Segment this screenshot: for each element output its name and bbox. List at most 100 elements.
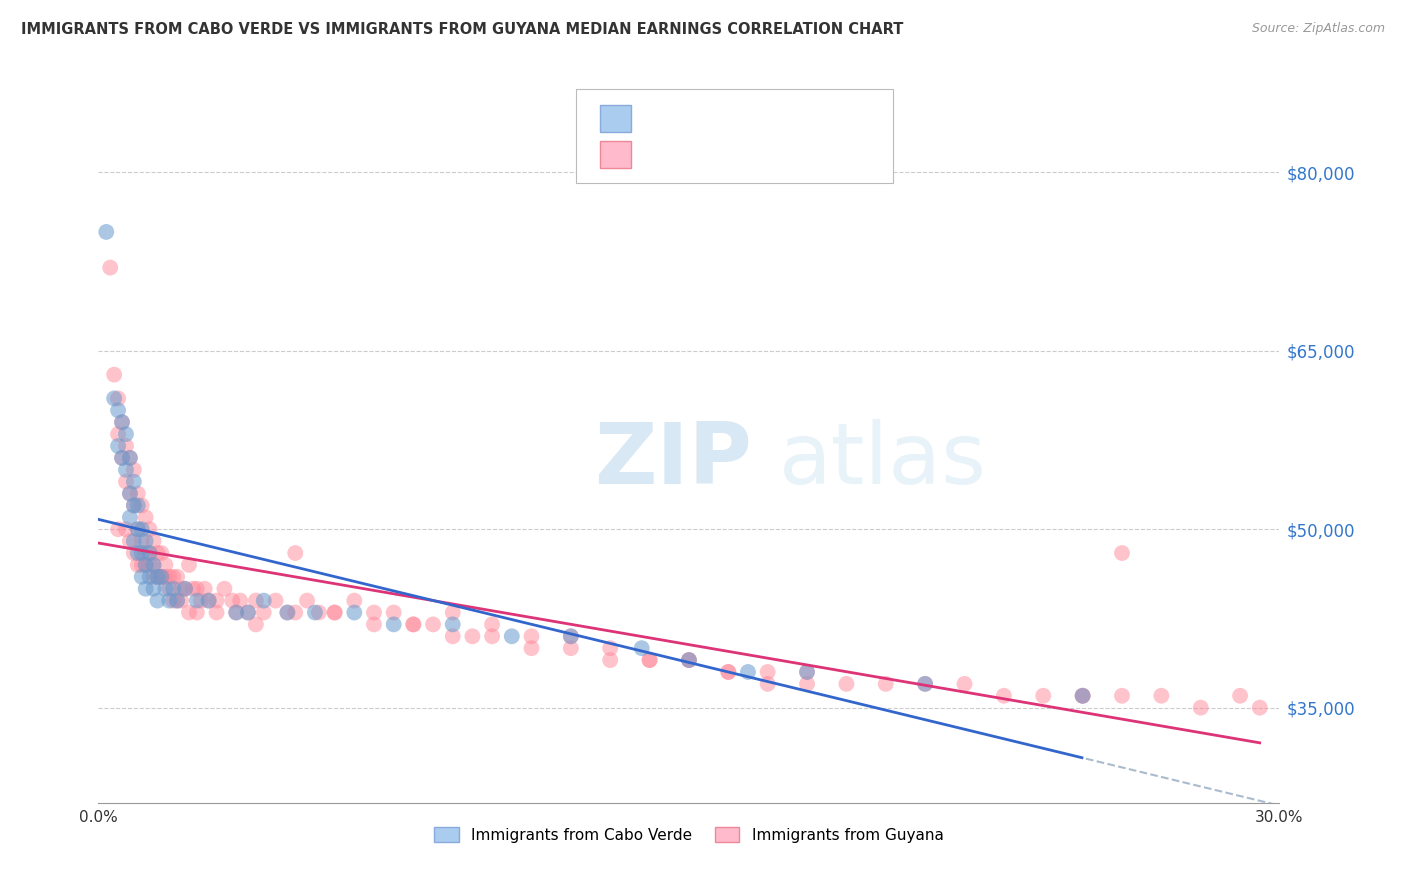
Point xyxy=(155,570,177,584)
Point xyxy=(103,368,125,382)
Point xyxy=(638,653,661,667)
Point xyxy=(245,617,267,632)
Point xyxy=(115,439,138,453)
Point xyxy=(343,606,366,620)
Point xyxy=(214,582,236,596)
Point xyxy=(343,593,366,607)
Text: ZIP: ZIP xyxy=(595,418,752,502)
Point xyxy=(560,641,582,656)
Point xyxy=(599,653,621,667)
Point xyxy=(737,665,759,679)
Point xyxy=(142,558,165,572)
Point xyxy=(599,641,621,656)
Point xyxy=(796,665,818,679)
Point xyxy=(284,606,307,620)
Point xyxy=(441,606,464,620)
Point xyxy=(756,677,779,691)
Point xyxy=(122,546,145,560)
Point xyxy=(363,606,385,620)
Point xyxy=(115,427,138,442)
Point xyxy=(402,617,425,632)
Legend: Immigrants from Cabo Verde, Immigrants from Guyana: Immigrants from Cabo Verde, Immigrants f… xyxy=(429,821,949,848)
Text: 53: 53 xyxy=(796,112,817,126)
Text: N =: N = xyxy=(761,112,794,126)
Point xyxy=(264,593,287,607)
Text: -0.222: -0.222 xyxy=(682,147,737,161)
Text: Source: ZipAtlas.com: Source: ZipAtlas.com xyxy=(1251,22,1385,36)
Point xyxy=(717,665,740,679)
Point xyxy=(118,450,141,465)
Point xyxy=(135,558,157,572)
Point xyxy=(118,534,141,549)
Point xyxy=(122,499,145,513)
Point xyxy=(150,570,173,584)
Point xyxy=(560,629,582,643)
Point xyxy=(138,546,160,560)
Point xyxy=(162,582,184,596)
Point xyxy=(111,450,134,465)
Point xyxy=(157,570,180,584)
Point xyxy=(461,629,484,643)
Point xyxy=(276,606,298,620)
Point xyxy=(107,522,129,536)
Point xyxy=(678,653,700,667)
Point xyxy=(253,606,276,620)
Point xyxy=(953,677,976,691)
Point xyxy=(142,582,165,596)
Point xyxy=(181,582,204,596)
Point xyxy=(1229,689,1251,703)
Point xyxy=(638,653,661,667)
Point xyxy=(166,593,188,607)
Point xyxy=(186,593,208,607)
Point xyxy=(135,534,157,549)
Point xyxy=(678,653,700,667)
Point xyxy=(205,606,228,620)
Point xyxy=(1189,700,1212,714)
Point xyxy=(155,558,177,572)
Point xyxy=(170,582,193,596)
Point xyxy=(107,439,129,453)
Point xyxy=(122,463,145,477)
Point xyxy=(127,522,149,536)
Point xyxy=(146,570,169,584)
Point xyxy=(142,534,165,549)
Point xyxy=(1071,689,1094,703)
Point xyxy=(225,606,247,620)
Point xyxy=(520,641,543,656)
Point xyxy=(914,677,936,691)
Point xyxy=(111,415,134,429)
Point xyxy=(127,558,149,572)
Point xyxy=(135,582,157,596)
Point xyxy=(150,546,173,560)
Point xyxy=(131,546,153,560)
Point xyxy=(678,653,700,667)
Point xyxy=(796,665,818,679)
Point xyxy=(131,558,153,572)
Point xyxy=(363,617,385,632)
Point xyxy=(481,617,503,632)
Point xyxy=(236,606,259,620)
Point xyxy=(118,486,141,500)
Point xyxy=(225,606,247,620)
Point xyxy=(162,593,184,607)
Point xyxy=(481,629,503,643)
Point xyxy=(229,593,252,607)
Point xyxy=(835,677,858,691)
Point xyxy=(560,629,582,643)
Point xyxy=(197,593,219,607)
Point xyxy=(402,617,425,632)
Point xyxy=(190,593,212,607)
Point xyxy=(127,522,149,536)
Point xyxy=(127,546,149,560)
Point xyxy=(422,617,444,632)
Point xyxy=(142,558,165,572)
Point xyxy=(111,415,134,429)
Point xyxy=(174,582,197,596)
Point xyxy=(186,606,208,620)
Text: atlas: atlas xyxy=(779,418,987,502)
Point xyxy=(157,582,180,596)
Point xyxy=(150,570,173,584)
Point xyxy=(304,606,326,620)
Point xyxy=(1071,689,1094,703)
Point xyxy=(138,546,160,560)
